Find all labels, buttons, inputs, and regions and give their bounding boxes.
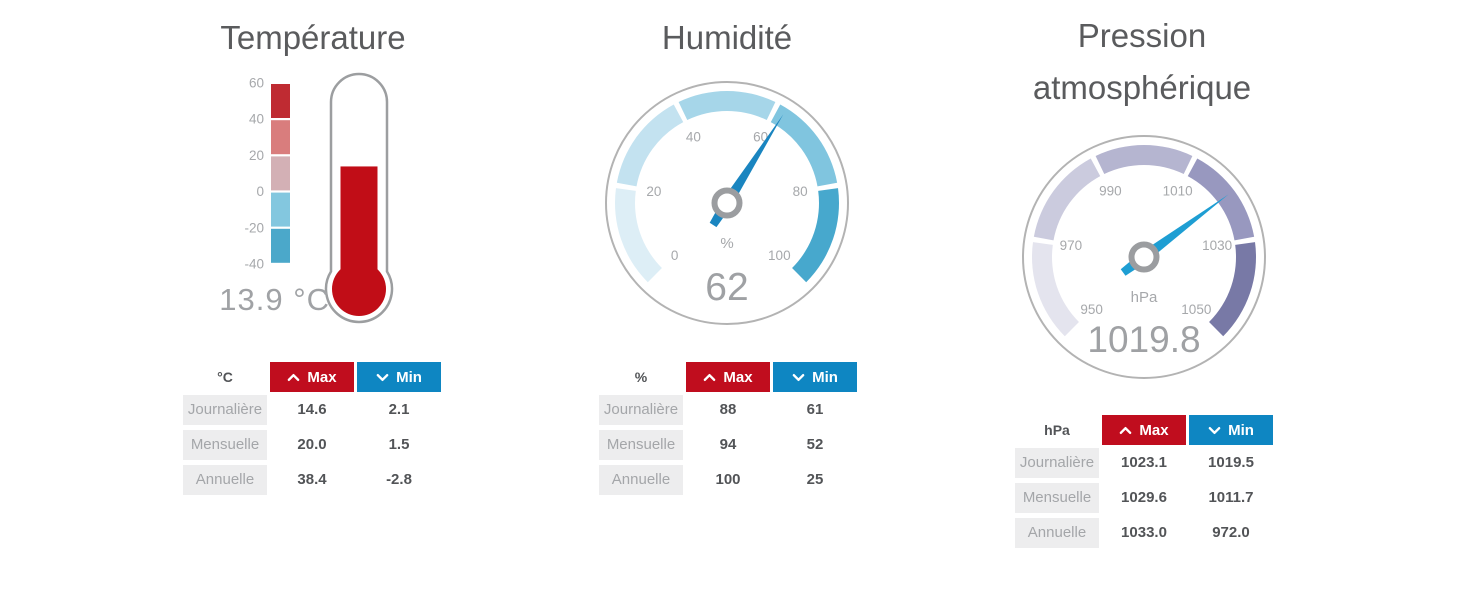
- svg-text:0: 0: [256, 184, 264, 199]
- stat-min-value: 972.0: [1212, 524, 1250, 541]
- table-row: Mensuelle 20.0 1.5: [183, 430, 441, 460]
- svg-text:1010: 1010: [1163, 184, 1193, 199]
- stat-row-label: Journalière: [599, 395, 683, 425]
- chevron-down-icon: [1208, 426, 1221, 434]
- table-unit-label: °C: [217, 369, 233, 385]
- max-button-label: Max: [1139, 421, 1169, 439]
- humidity-gauge: 0 20 40 60 80 100% 62: [605, 81, 849, 325]
- table-row: Mensuelle 94 52: [599, 430, 857, 460]
- stat-max-value: 20.0: [297, 436, 327, 453]
- stat-row-label: Journalière: [1015, 448, 1099, 478]
- stat-row-label: Mensuelle: [183, 430, 267, 460]
- svg-text:950: 950: [1080, 302, 1103, 317]
- svg-text:20: 20: [249, 148, 264, 163]
- svg-text:100: 100: [768, 248, 791, 263]
- svg-text:%: %: [720, 235, 733, 252]
- svg-text:1050: 1050: [1181, 302, 1211, 317]
- pressure-gauge: 950 970 990 1010 1030 1050 hPa 1019.8: [1022, 135, 1266, 379]
- min-sort-button[interactable]: Min: [1189, 415, 1273, 445]
- svg-text:970: 970: [1060, 238, 1083, 253]
- pressure-title: Pression atmosphérique: [1032, 17, 1252, 106]
- humidity-stats-table: % Max Min Journalière 88 61 Mensuelle 94…: [599, 362, 857, 500]
- pressure-stats-table: hPa Max Min Journalière 1023.1 1019.5 Me…: [1015, 415, 1273, 553]
- table-row: Annuelle 1033.0 972.0: [1015, 518, 1273, 548]
- table-row: Journalière 88 61: [599, 395, 857, 425]
- min-button-label: Min: [396, 368, 422, 386]
- table-row: Journalière 14.6 2.1: [183, 395, 441, 425]
- svg-text:0: 0: [671, 248, 679, 263]
- stat-max-value: 88: [719, 401, 737, 418]
- chevron-down-icon: [376, 373, 389, 381]
- stat-max-value: 1029.6: [1121, 489, 1167, 506]
- temperature-title: Température: [220, 19, 406, 56]
- table-unit-label: hPa: [1044, 422, 1070, 438]
- stat-min-value: 1011.7: [1208, 489, 1254, 506]
- table-header-row: % Max Min: [599, 362, 857, 392]
- max-sort-button[interactable]: Max: [1102, 415, 1186, 445]
- stat-min-value: 25: [806, 471, 824, 488]
- svg-text:990: 990: [1099, 184, 1122, 199]
- max-sort-button[interactable]: Max: [686, 362, 770, 392]
- table-row: Annuelle 100 25: [599, 465, 857, 495]
- stat-max-value: 14.6: [297, 401, 327, 418]
- stat-min-value: 1.5: [388, 436, 410, 453]
- stat-min-value: 52: [806, 436, 824, 453]
- stat-row-label: Mensuelle: [1015, 483, 1099, 513]
- stat-max-value: 1033.0: [1121, 524, 1167, 541]
- svg-text:62: 62: [705, 266, 748, 309]
- stat-min-value: 2.1: [388, 401, 410, 418]
- temperature-reading: 13.9 °C: [219, 282, 330, 317]
- table-row: Journalière 1023.1 1019.5: [1015, 448, 1273, 478]
- min-button-label: Min: [812, 368, 838, 386]
- stat-row-label: Annuelle: [183, 465, 267, 495]
- stat-row-label: Mensuelle: [599, 430, 683, 460]
- svg-text:60: 60: [249, 76, 264, 91]
- stat-min-value: -2.8: [386, 471, 412, 488]
- svg-text:hPa: hPa: [1131, 289, 1158, 306]
- table-row: Mensuelle 1029.6 1011.7: [1015, 483, 1273, 513]
- min-sort-button[interactable]: Min: [357, 362, 441, 392]
- chevron-up-icon: [1120, 426, 1132, 434]
- table-header-row: °C Max Min: [183, 362, 441, 392]
- min-sort-button[interactable]: Min: [773, 362, 857, 392]
- temperature-stats-table: °C Max Min Journalière 14.6 2.1 Mensuell…: [183, 362, 441, 500]
- table-row: Annuelle 38.4 -2.8: [183, 465, 441, 495]
- chevron-down-icon: [792, 373, 805, 381]
- max-button-label: Max: [723, 368, 753, 386]
- stat-row-label: Annuelle: [1015, 518, 1099, 548]
- max-sort-button[interactable]: Max: [270, 362, 354, 392]
- svg-text:-40: -40: [244, 257, 264, 272]
- stat-min-value: 61: [806, 401, 824, 418]
- stat-row-label: Annuelle: [599, 465, 683, 495]
- thermometer-scale: 60 40 20 0 -20 -40: [244, 76, 290, 272]
- chevron-up-icon: [288, 373, 300, 381]
- chevron-up-icon: [704, 373, 716, 381]
- stat-row-label: Journalière: [183, 395, 267, 425]
- svg-text:40: 40: [249, 112, 264, 127]
- stat-max-value: 94: [719, 436, 737, 453]
- stat-max-value: 100: [715, 471, 741, 488]
- stat-max-value: 38.4: [297, 471, 327, 488]
- table-header-row: hPa Max Min: [1015, 415, 1273, 445]
- stat-min-value: 1019.5: [1208, 454, 1254, 471]
- svg-text:60: 60: [753, 130, 768, 145]
- stat-max-value: 1023.1: [1121, 454, 1167, 471]
- svg-text:-20: -20: [244, 220, 264, 235]
- table-unit-label: %: [634, 369, 648, 385]
- svg-text:20: 20: [646, 184, 661, 199]
- thermometer-gauge: [324, 72, 394, 324]
- svg-text:1030: 1030: [1202, 238, 1232, 253]
- svg-text:40: 40: [686, 130, 701, 145]
- svg-text:80: 80: [793, 184, 808, 199]
- min-button-label: Min: [1228, 421, 1254, 439]
- humidity-title: Humidité: [661, 19, 793, 56]
- svg-text:1019.8: 1019.8: [1087, 319, 1200, 360]
- max-button-label: Max: [307, 368, 337, 386]
